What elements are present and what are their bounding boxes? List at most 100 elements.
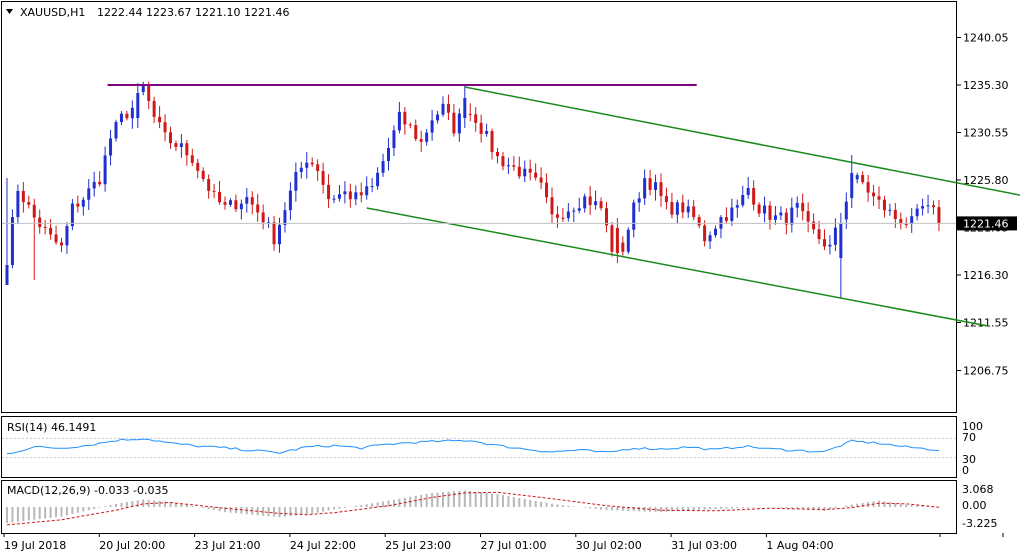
candle-body bbox=[457, 113, 461, 134]
candle-body bbox=[212, 190, 216, 192]
candle-body bbox=[114, 122, 118, 139]
candle-body bbox=[844, 201, 848, 220]
candle-body bbox=[490, 131, 494, 152]
dropdown-triangle-icon[interactable] bbox=[6, 9, 13, 14]
candle-body bbox=[141, 85, 145, 93]
y-tick-label: 1225.80 bbox=[963, 174, 1009, 187]
candle-body bbox=[850, 173, 854, 198]
candle-body bbox=[735, 205, 739, 208]
candle-body bbox=[392, 130, 396, 148]
candle-body bbox=[588, 196, 592, 206]
lower-channel-line bbox=[366, 207, 989, 327]
candle-body bbox=[512, 165, 516, 167]
candle-body bbox=[545, 182, 549, 198]
candle-body bbox=[637, 198, 641, 203]
candle-body bbox=[38, 217, 42, 228]
y-tick-label: 1235.30 bbox=[963, 79, 1009, 92]
candle-body bbox=[882, 199, 886, 211]
candle-body bbox=[21, 190, 25, 203]
candle-body bbox=[697, 217, 701, 226]
candle-body bbox=[932, 205, 935, 208]
candle-body bbox=[703, 225, 707, 242]
candle-body bbox=[692, 206, 696, 218]
candle-body bbox=[561, 217, 565, 219]
candle-body bbox=[245, 197, 249, 204]
candle-body bbox=[32, 204, 36, 218]
candle-body bbox=[910, 216, 914, 224]
candle-body bbox=[403, 111, 407, 125]
candle-body bbox=[479, 122, 483, 134]
candle-body bbox=[196, 162, 200, 171]
candle-body bbox=[387, 147, 390, 162]
candle-body bbox=[566, 211, 570, 219]
candle-body bbox=[833, 227, 837, 245]
candle-body bbox=[70, 203, 74, 227]
candle-body bbox=[888, 209, 892, 211]
candle-body bbox=[27, 202, 31, 205]
candle-body bbox=[877, 196, 881, 200]
rsi-level-100: 100 bbox=[962, 420, 983, 433]
x-tick-label: 24 Jul 22:00 bbox=[290, 539, 356, 552]
ohlc-label: 1222.44 1223.67 1221.10 1221.46 bbox=[97, 6, 289, 19]
macd-level-zero: 0.00 bbox=[962, 499, 987, 512]
candle-body bbox=[239, 203, 243, 210]
candle-body bbox=[305, 162, 309, 168]
candle-body bbox=[599, 201, 603, 209]
candle-body bbox=[812, 221, 816, 230]
x-tick-label: 19 Jul 2018 bbox=[4, 539, 66, 552]
candle-body bbox=[784, 212, 788, 225]
candle-body bbox=[218, 191, 222, 203]
candle-body bbox=[125, 113, 129, 119]
candle-body bbox=[746, 188, 750, 196]
candle-body bbox=[179, 143, 183, 147]
candle-body bbox=[327, 184, 331, 200]
candle-body bbox=[708, 235, 712, 242]
candle-body bbox=[359, 192, 363, 196]
candle-body bbox=[506, 165, 510, 167]
candle-body bbox=[223, 202, 227, 205]
symbol-label: XAUUSD,H1 bbox=[20, 6, 85, 19]
candle-body bbox=[763, 205, 767, 214]
current-price-label: 1221.46 bbox=[963, 217, 1009, 230]
candle-body bbox=[441, 103, 445, 115]
candle-body bbox=[370, 186, 374, 188]
candle-body bbox=[316, 164, 320, 172]
candle-body bbox=[294, 172, 298, 191]
candle-body bbox=[474, 114, 478, 123]
candle-body bbox=[43, 227, 47, 229]
candle-body bbox=[163, 122, 167, 133]
candle-body bbox=[605, 208, 608, 226]
candle-body bbox=[872, 192, 876, 197]
rsi-level-30: 30 bbox=[962, 453, 976, 466]
candle-body bbox=[550, 197, 554, 215]
candle-body bbox=[659, 182, 663, 197]
candle-body bbox=[5, 264, 9, 285]
candle-body bbox=[496, 151, 499, 157]
candle-body bbox=[643, 178, 647, 199]
candle-body bbox=[626, 229, 630, 252]
candle-body bbox=[60, 242, 63, 246]
candle-body bbox=[855, 175, 859, 180]
candle-body bbox=[915, 208, 919, 217]
candle-body bbox=[376, 172, 380, 187]
candle-body bbox=[752, 188, 756, 205]
candle-body bbox=[577, 208, 581, 211]
x-tick-label: 30 Jul 02:00 bbox=[576, 539, 642, 552]
candle-body bbox=[76, 203, 80, 207]
candle-body bbox=[147, 85, 151, 101]
y-tick-label: 1216.30 bbox=[963, 269, 1009, 282]
candle-body bbox=[681, 202, 685, 213]
candle-body bbox=[250, 197, 254, 205]
candle-body bbox=[724, 217, 728, 221]
x-tick-label: 31 Jul 03:00 bbox=[671, 539, 737, 552]
candle-body bbox=[321, 171, 325, 185]
candle-body bbox=[299, 167, 303, 173]
rsi-level-70: 70 bbox=[962, 431, 976, 444]
candle-body bbox=[414, 125, 418, 139]
candle-body bbox=[310, 162, 314, 165]
candle-body bbox=[779, 212, 783, 216]
candle-body bbox=[861, 175, 865, 183]
candle-body bbox=[54, 234, 58, 243]
x-tick-label: 23 Jul 21:00 bbox=[195, 539, 261, 552]
